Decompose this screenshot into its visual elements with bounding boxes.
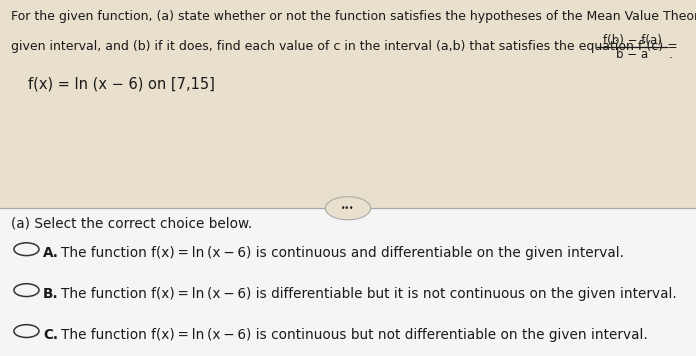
Text: C.: C.: [43, 328, 58, 341]
Text: b − a: b − a: [616, 48, 648, 61]
Ellipse shape: [325, 197, 370, 220]
FancyBboxPatch shape: [0, 208, 696, 356]
Text: (a) Select the correct choice below.: (a) Select the correct choice below.: [11, 216, 253, 230]
Text: The function f(x) = ln (x − 6) is continuous and differentiable on the given int: The function f(x) = ln (x − 6) is contin…: [61, 246, 624, 260]
Text: For the given function, (a) state whether or not the function satisfies the hypo: For the given function, (a) state whethe…: [11, 10, 696, 23]
Text: A.: A.: [43, 246, 59, 260]
Text: given interval, and (b) if it does, find each value of c in the interval (a,b) t: given interval, and (b) if it does, find…: [11, 40, 678, 53]
Text: f(x) = ln (x − 6) on [7,15]: f(x) = ln (x − 6) on [7,15]: [28, 77, 214, 91]
Text: The function f(x) = ln (x − 6) is differentiable but it is not continuous on the: The function f(x) = ln (x − 6) is differ…: [61, 287, 677, 300]
Text: .: .: [668, 48, 672, 61]
Text: •••: •••: [341, 204, 355, 213]
Text: The function f(x) = ln (x − 6) is continuous but not differentiable on the given: The function f(x) = ln (x − 6) is contin…: [61, 328, 648, 341]
FancyBboxPatch shape: [0, 0, 696, 208]
Text: f(b) − f(a): f(b) − f(a): [603, 34, 661, 47]
Text: B.: B.: [43, 287, 58, 300]
